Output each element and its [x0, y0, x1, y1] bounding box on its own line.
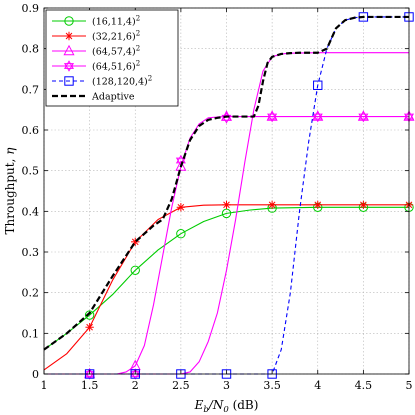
- x-tick-label: 1: [41, 379, 48, 392]
- star-marker-stroke: [360, 201, 367, 209]
- square-marker: [313, 80, 323, 90]
- legend-label-superscript: 2: [148, 75, 152, 83]
- x-tick-label: 3: [223, 379, 230, 392]
- legend-label: (64,51,6)2: [92, 60, 140, 73]
- y-tick-label: 0.7: [22, 83, 40, 96]
- legend-label-name: Adaptive: [91, 92, 135, 103]
- y-tick-label: 0.6: [22, 124, 40, 137]
- hexagram-marker-down: [312, 113, 323, 123]
- series-line: [43, 15, 409, 351]
- legend-entry: Adaptive: [52, 92, 135, 103]
- legend-entry: (32,21,6)2: [52, 30, 140, 43]
- y-tick-label: 0: [32, 368, 39, 381]
- y-tick-label: 0.9: [22, 2, 40, 15]
- legend-label-superscript: 2: [136, 45, 140, 53]
- x-tick-label: 2.5: [172, 379, 190, 392]
- y-axis-label: Throughput, η: [3, 147, 17, 235]
- series-5: [43, 15, 409, 351]
- legend-entry: (64,51,6)2: [52, 60, 140, 73]
- hexagram-marker-up: [84, 368, 95, 377]
- legend-label: Adaptive: [91, 92, 135, 103]
- circle-marker: [130, 265, 140, 275]
- hexagram-marker-up: [358, 110, 369, 120]
- series-line: [44, 52, 409, 375]
- y-tick-label: 0.3: [22, 246, 40, 259]
- legend-label-name: (32,21,6): [92, 32, 136, 43]
- legend-label: (64,57,4)2: [92, 45, 140, 58]
- tick-labels: 1 1.5 2 2.5 3 3.5 4 4.5 5 0 0.1 0.2 0.3 0.4 0.5 0.6 0.7 0…: [22, 2, 413, 392]
- x-tick-label: 1.5: [81, 379, 99, 392]
- legend-label-superscript: 2: [136, 30, 140, 38]
- x-tick-label: 4: [314, 379, 321, 392]
- legend-entry: (16,11,4)2: [52, 15, 140, 28]
- x-label-tail: (dB): [229, 398, 259, 412]
- legend-label: (16,11,4)2: [92, 15, 140, 28]
- x-tick-label: 2: [132, 379, 139, 392]
- triangle-marker: [175, 160, 187, 171]
- y-tick-label: 0.2: [22, 287, 40, 300]
- star-marker-stroke: [268, 201, 276, 209]
- series-line: [44, 116, 409, 375]
- circle-marker: [84, 310, 95, 320]
- legend-entry: (64,57,4)2: [52, 45, 140, 58]
- star-marker-stroke: [177, 203, 185, 211]
- hexagram-marker-down: [63, 63, 75, 72]
- x-tick-label: 4.5: [355, 379, 373, 392]
- series-layer: [43, 12, 415, 380]
- star-marker-stroke: [86, 323, 93, 331]
- x-label-sub1: b: [203, 405, 208, 415]
- legend-label-name: (16,11,4): [92, 17, 136, 28]
- x-label-main: E: [194, 398, 204, 412]
- legend-label-name: (64,57,4): [92, 47, 136, 58]
- y-label-symbol: η: [3, 147, 17, 155]
- hexagram-marker-up: [175, 154, 186, 164]
- hexagram-marker-down: [358, 113, 369, 123]
- y-label-main: Throughput,: [3, 155, 17, 235]
- circle-marker: [176, 229, 186, 239]
- y-tick-label: 0.4: [22, 205, 40, 218]
- hexagram-marker-up: [63, 60, 75, 69]
- y-tick-label: 0.5: [22, 165, 40, 178]
- x-label-sub2: 0: [223, 405, 229, 415]
- hexagram-marker-down: [221, 114, 232, 124]
- circle-marker: [221, 208, 232, 219]
- legend-label: (128,120,4)2: [92, 75, 152, 88]
- legend-label-superscript: 2: [136, 15, 140, 23]
- legend-items: (16,11,4)2(32,21,6)2(64,57,4)2(64,51,6)2…: [52, 15, 152, 103]
- legend-entry: (128,120,4)2: [52, 75, 152, 88]
- x-axis-label: Eb/N0 (dB): [194, 398, 259, 415]
- legend-label: (32,21,6)2: [92, 30, 140, 43]
- y-tick-label: 0.1: [22, 327, 40, 340]
- legend-label-name: (64,51,6): [92, 62, 136, 73]
- circle-marker: [64, 16, 74, 26]
- x-label-mid: /N: [208, 398, 224, 412]
- hexagram-marker-down: [267, 113, 278, 123]
- y-tick-label: 0.8: [22, 43, 40, 56]
- x-tick-label: 5: [406, 379, 413, 392]
- square-marker: [64, 76, 74, 86]
- star-marker-stroke: [65, 32, 73, 40]
- hexagram-marker-up: [130, 368, 141, 377]
- series-line: [43, 206, 409, 351]
- x-tick-label: 3.5: [263, 379, 281, 392]
- legend-label-name: (128,120,4): [92, 77, 148, 88]
- legend-box: [45, 9, 179, 107]
- legend: (16,11,4)2(32,21,6)2(64,57,4)2(64,51,6)2…: [45, 9, 179, 107]
- hexagram-marker-up: [267, 110, 278, 120]
- legend-label-superscript: 2: [136, 60, 140, 68]
- triangle-marker: [63, 44, 75, 56]
- series-1: [43, 200, 414, 371]
- hexagram-marker-up: [312, 110, 323, 120]
- star-marker-stroke: [314, 201, 322, 209]
- star-marker-stroke: [223, 201, 230, 209]
